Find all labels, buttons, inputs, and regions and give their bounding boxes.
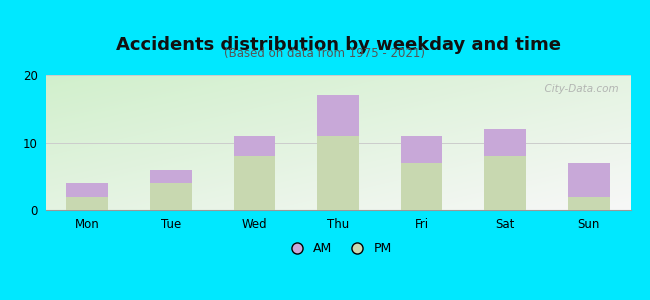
Bar	[233, 136, 276, 156]
Bar	[400, 136, 443, 163]
Text: (Based on data from 1975 - 2021): (Based on data from 1975 - 2021)	[224, 46, 426, 59]
Bar	[568, 196, 610, 210]
Bar	[317, 95, 359, 136]
Bar	[484, 129, 526, 156]
Bar	[317, 136, 359, 210]
Bar	[400, 163, 443, 210]
Bar	[568, 163, 610, 197]
Bar	[233, 156, 276, 210]
Bar	[484, 156, 526, 210]
Bar	[66, 183, 108, 196]
Text: City-Data.com: City-Data.com	[538, 84, 619, 94]
Legend: AM, PM: AM, PM	[280, 238, 396, 260]
Bar	[150, 183, 192, 210]
Title: Accidents distribution by weekday and time: Accidents distribution by weekday and ti…	[116, 36, 560, 54]
Bar	[66, 196, 108, 210]
Bar	[150, 169, 192, 183]
